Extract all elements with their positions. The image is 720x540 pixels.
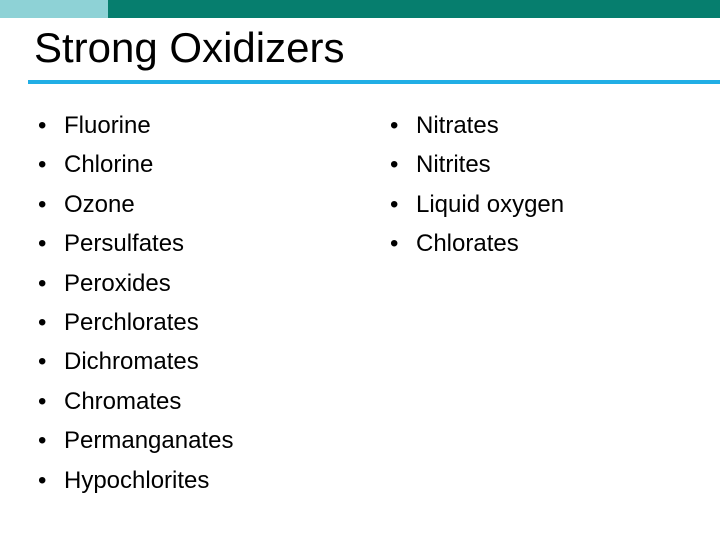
bullet-icon: •	[38, 425, 64, 457]
list-item: •Nitrates	[390, 110, 700, 142]
list-item-label: Hypochlorites	[64, 465, 209, 497]
list-item-label: Dichromates	[64, 346, 199, 378]
top-left-block	[0, 0, 108, 18]
list-item-label: Nitrates	[416, 110, 499, 142]
list-item: •Dichromates	[38, 346, 348, 378]
list-item: •Fluorine	[38, 110, 348, 142]
list-item: •Hypochlorites	[38, 465, 348, 497]
list-item: •Liquid oxygen	[390, 189, 700, 221]
bullet-icon: •	[390, 189, 416, 221]
list-item-label: Chlorates	[416, 228, 519, 260]
list-item-label: Permanganates	[64, 425, 233, 457]
list-item-label: Peroxides	[64, 268, 171, 300]
bullet-icon: •	[390, 149, 416, 181]
list-item: •Chlorine	[38, 149, 348, 181]
bullet-icon: •	[38, 228, 64, 260]
bullet-icon: •	[38, 346, 64, 378]
slide-title: Strong Oxidizers	[34, 24, 344, 72]
list-item: •Perchlorates	[38, 307, 348, 339]
list-item: •Ozone	[38, 189, 348, 221]
list-item-label: Chromates	[64, 386, 181, 418]
list-item-label: Chlorine	[64, 149, 153, 181]
bullet-icon: •	[38, 189, 64, 221]
list-item-label: Perchlorates	[64, 307, 199, 339]
bullet-icon: •	[390, 110, 416, 142]
title-underline	[28, 80, 720, 84]
list-item: •Chromates	[38, 386, 348, 418]
list-item-label: Liquid oxygen	[416, 189, 564, 221]
list-item-label: Ozone	[64, 189, 135, 221]
bullet-icon: •	[38, 465, 64, 497]
list-item-label: Nitrites	[416, 149, 491, 181]
top-decorative-bar	[0, 0, 720, 18]
bullet-icon: •	[38, 268, 64, 300]
left-column: •Fluorine•Chlorine•Ozone•Persulfates•Per…	[38, 110, 348, 504]
bullet-icon: •	[38, 386, 64, 418]
top-right-block	[108, 0, 720, 18]
list-item: •Chlorates	[390, 228, 700, 260]
bullet-icon: •	[38, 307, 64, 339]
list-item: •Peroxides	[38, 268, 348, 300]
list-item-label: Fluorine	[64, 110, 151, 142]
list-item: •Persulfates	[38, 228, 348, 260]
list-item: •Nitrites	[390, 149, 700, 181]
list-item: •Permanganates	[38, 425, 348, 457]
bullet-icon: •	[38, 110, 64, 142]
list-item-label: Persulfates	[64, 228, 184, 260]
right-column: •Nitrates•Nitrites•Liquid oxygen•Chlorat…	[348, 110, 700, 504]
bullet-icon: •	[38, 149, 64, 181]
content-area: •Fluorine•Chlorine•Ozone•Persulfates•Per…	[38, 110, 700, 504]
bullet-icon: •	[390, 228, 416, 260]
